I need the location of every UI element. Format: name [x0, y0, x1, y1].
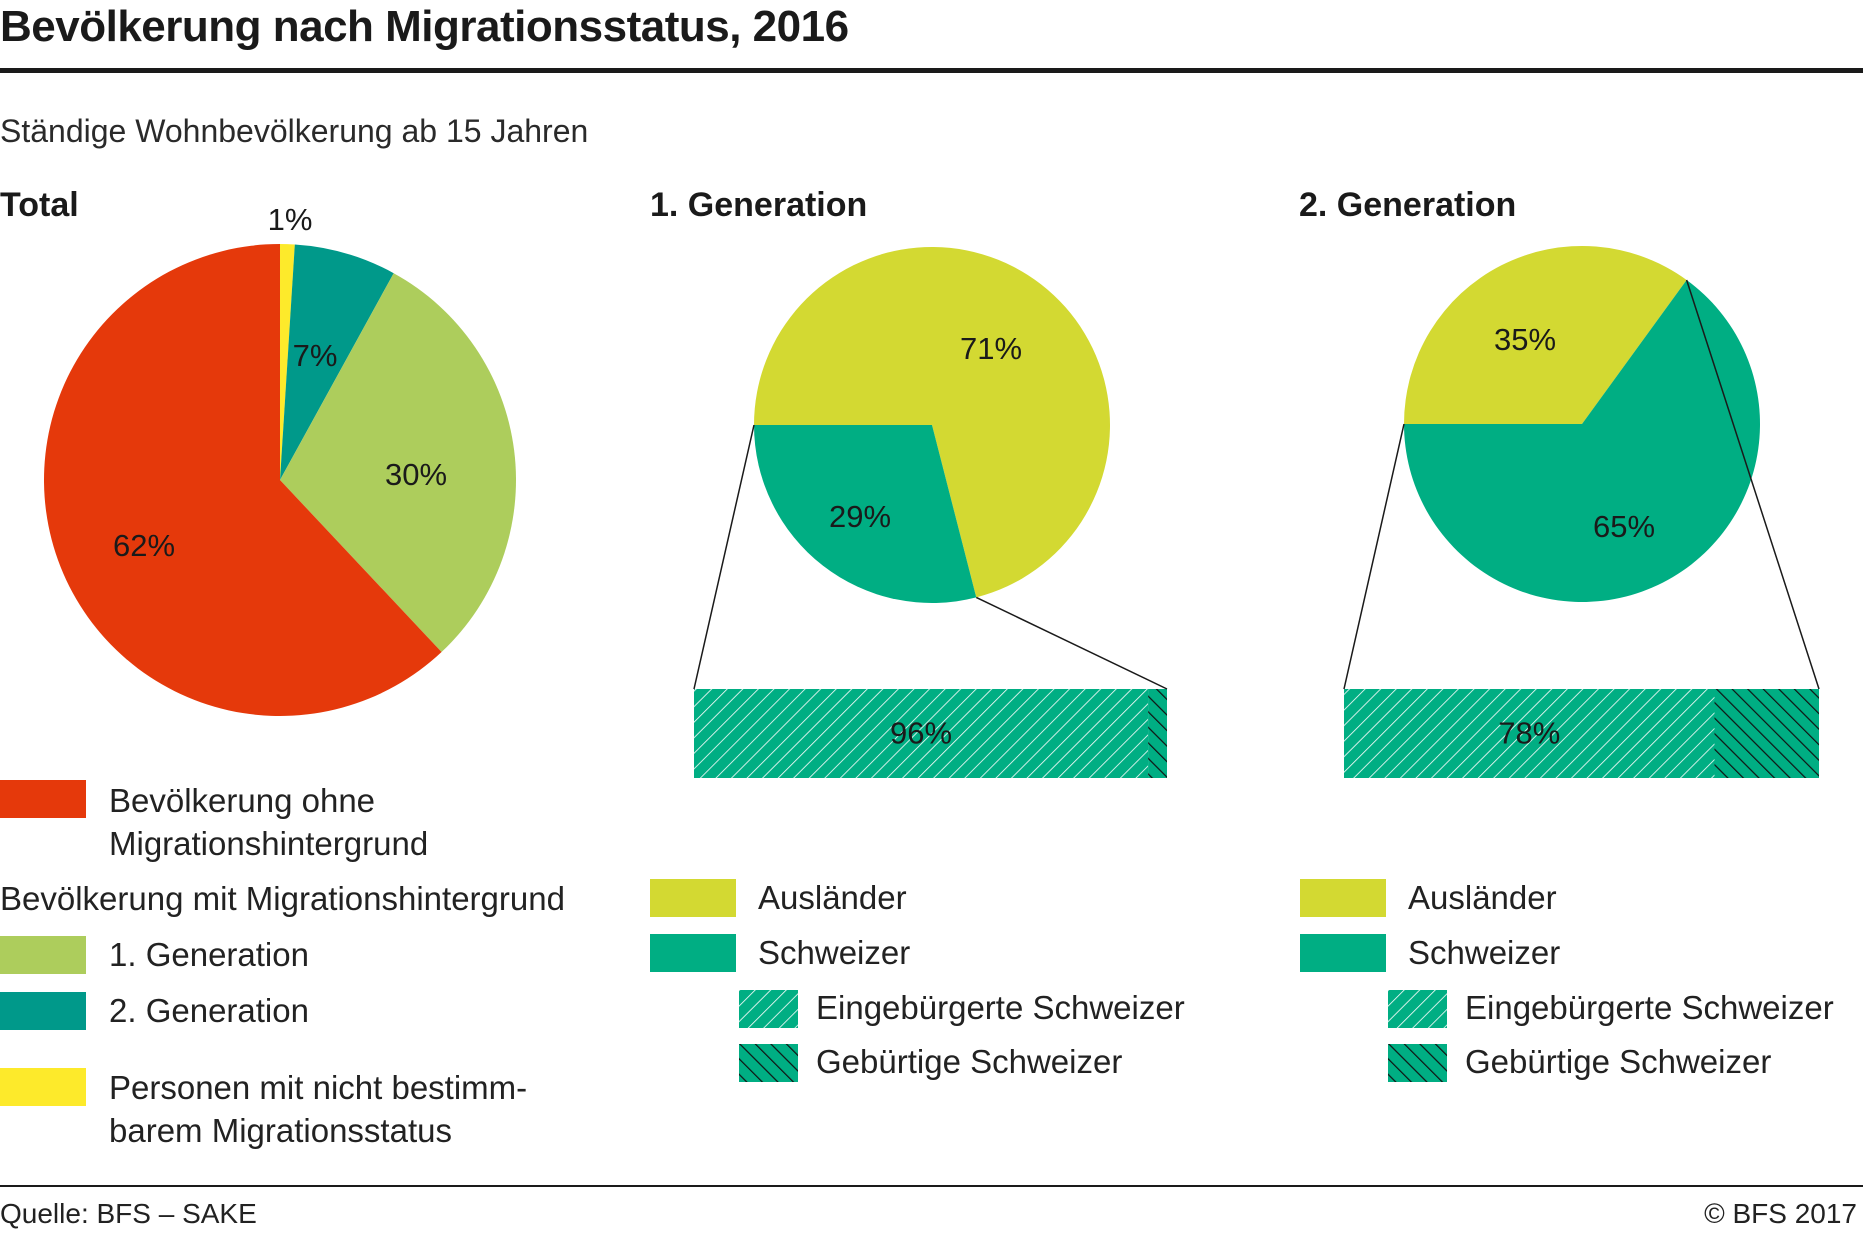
- pie-total: [44, 244, 516, 717]
- section-title-gen1: 1. Generation: [650, 186, 868, 224]
- slice-label-schweizer-gen1: 29%: [829, 499, 891, 534]
- slice-label-ohne: 62%: [113, 528, 175, 563]
- connector-left-gen2: [1343, 423, 1405, 690]
- legend-swatch-gen1: [0, 936, 86, 974]
- section-title-gen2: 2. Generation: [1299, 186, 1517, 224]
- legend-label-ohne-line2: Migrationshintergrund: [109, 825, 429, 862]
- bar-label-gen2: 78%: [1498, 716, 1560, 751]
- legend-label-gen1: 1. Generation: [109, 936, 309, 973]
- legend-swatch-schweizer-gen1: [650, 934, 736, 972]
- legend-label-gebuertige-gen2: Gebürtige Schweizer: [1465, 1043, 1772, 1080]
- pie-gen2: [1404, 245, 1760, 603]
- legend-swatch-gebuertige-gen2: [1388, 1044, 1447, 1082]
- pie-slice-schweizer-gen1: [754, 425, 977, 603]
- bar-segment-gebuertige-gen2: [1714, 689, 1819, 778]
- slice-label-unbestimmt: 1%: [268, 202, 313, 237]
- bar-segment-eingebuergerte-gen2: [1344, 689, 1715, 778]
- pie-slice-unbestimmt: [280, 244, 295, 480]
- copyright-note: © BFS 2017: [1704, 1198, 1857, 1229]
- legend-label-eingebuergerte-gen1: Eingebürgerte Schweizer: [816, 989, 1185, 1026]
- footer-divider: [0, 1185, 1863, 1187]
- connector-lines: [693, 279, 1820, 690]
- slice-label-auslaender-gen2: 35%: [1494, 322, 1556, 357]
- legend-label-auslaender-gen2: Ausländer: [1408, 879, 1557, 916]
- chart-title: Bevölkerung nach Migrationsstatus, 2016: [0, 2, 849, 51]
- pie-slice-gen1: [280, 273, 516, 653]
- section-title-total: Total: [0, 186, 79, 224]
- pie-slice-auslaender-gen1: [754, 247, 1110, 598]
- legend-swatch-schweizer-gen2: [1300, 934, 1386, 972]
- legend-label-gebuertige-gen1: Gebürtige Schweizer: [816, 1043, 1123, 1080]
- bar-segment-gebuertige-gen1: [1148, 689, 1167, 778]
- slice-label-gen2: 7%: [293, 338, 338, 373]
- pie-slice-ohne: [44, 244, 442, 717]
- connector-right-gen2: [1685, 279, 1820, 690]
- legend-swatch-eingebuergerte-gen2: [1388, 990, 1447, 1028]
- bar-label-gen1: 96%: [890, 716, 952, 751]
- legend-swatch-eingebuergerte-gen1: [739, 990, 798, 1028]
- legend-swatch-auslaender-gen1: [650, 879, 736, 917]
- legend-label-auslaender-gen1: Ausländer: [758, 879, 907, 916]
- legend-label-ohne-line1: Bevölkerung ohne: [109, 782, 376, 819]
- pie-slice-gen2: [280, 244, 394, 480]
- slice-label-gen1: 30%: [385, 457, 447, 492]
- pie-slice-auslaender-gen2: [1404, 245, 1687, 424]
- connector-left-gen1: [693, 424, 755, 690]
- pie-slice-schweizer-gen2: [1404, 279, 1760, 603]
- legend-label-schweizer-gen1: Schweizer: [758, 934, 911, 971]
- connector-right-gen1: [975, 596, 1168, 690]
- legend-swatch-gen2: [0, 992, 86, 1030]
- source-note: Quelle: BFS – SAKE: [0, 1198, 257, 1229]
- legend-label-gen2: 2. Generation: [109, 992, 309, 1029]
- legend-swatch-unbestimmt: [0, 1068, 86, 1106]
- legend-label-schweizer-gen2: Schweizer: [1408, 934, 1561, 971]
- breakdown-bars: [694, 689, 1819, 778]
- legend-label-unbestimmt-line2: barem Migrationsstatus: [109, 1112, 452, 1149]
- legend-swatch-gebuertige-gen1: [739, 1044, 798, 1082]
- bar-segment-eingebuergerte-gen1: [694, 689, 1149, 778]
- legend-swatch-ohne: [0, 780, 86, 818]
- legend-swatch-auslaender-gen2: [1300, 879, 1386, 917]
- pie-gen1: [754, 247, 1110, 603]
- title-divider: [0, 68, 1863, 73]
- chart-subtitle: Ständige Wohnbevölkerung ab 15 Jahren: [0, 113, 589, 149]
- legend-heading-mit: Bevölkerung mit Migrationshintergrund: [0, 880, 565, 917]
- legend-label-eingebuergerte-gen2: Eingebürgerte Schweizer: [1465, 989, 1834, 1026]
- value-labels: 1% 7% 30% 62% 71% 29% 35% 65% 96% 78%: [113, 202, 1655, 751]
- legend-label-unbestimmt-line1: Personen mit nicht bestimm-: [109, 1069, 528, 1106]
- slice-label-auslaender-gen1: 71%: [960, 331, 1022, 366]
- slice-label-schweizer-gen2: 65%: [1593, 509, 1655, 544]
